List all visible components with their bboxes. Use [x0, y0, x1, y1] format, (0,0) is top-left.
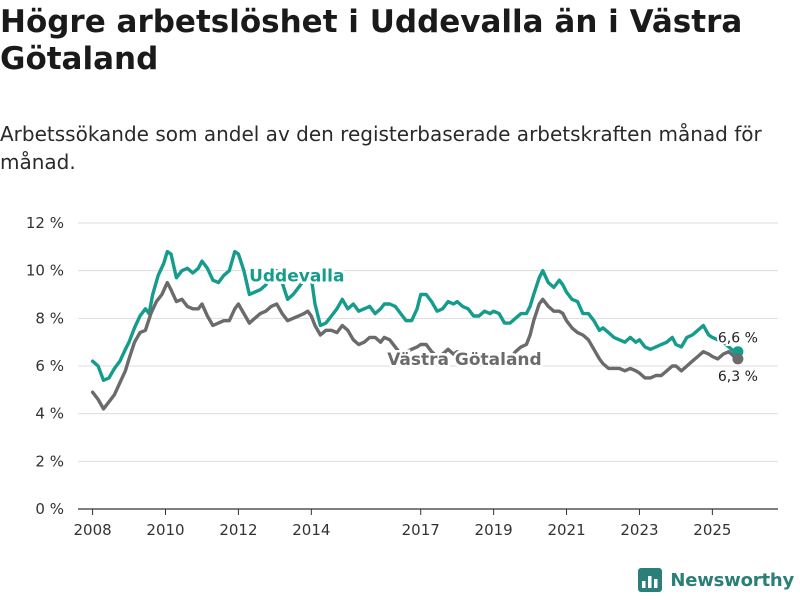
brand-logo[interactable]: Newsworthy — [638, 568, 794, 592]
x-tick-label: 2012 — [219, 521, 257, 539]
series-labels: 6,6 % 6,3 % Uddevalla Västra Götaland — [247, 264, 760, 387]
x-tick-label: 2008 — [73, 521, 111, 539]
uddevalla-line — [90, 249, 740, 382]
vastra-gotaland-line — [90, 280, 740, 411]
uddevalla-end-label: 6,6 % — [718, 331, 758, 347]
x-tick-label: 2023 — [620, 521, 658, 539]
x-tick-label: 2021 — [547, 521, 585, 539]
vastra-gotaland-end-point — [732, 353, 744, 365]
brand-name: Newsworthy — [670, 569, 794, 591]
x-tick-label: 2010 — [146, 521, 184, 539]
y-tick-label: 4 % — [35, 405, 64, 423]
x-tick-label: 2014 — [292, 521, 330, 539]
chart-subtitle: Arbetssökande som andel av den registerb… — [0, 122, 762, 174]
y-tick-label: 6 % — [35, 357, 64, 375]
y-tick-label: 0 % — [35, 500, 64, 518]
y-tick-label: 12 % — [26, 214, 64, 232]
y-tick-label: 8 % — [35, 309, 64, 327]
axes: 0 % 2 % 4 % 6 % 8 % 10 % 12 % 2008 2010 2012 2014 2… — [26, 214, 778, 539]
x-tick-label: 2017 — [402, 521, 440, 539]
chart-title: Högre arbetslöshet i Uddevalla än i Väst… — [0, 4, 743, 77]
y-tick-label: 10 % — [26, 262, 64, 280]
vastra-gotaland-end-label: 6,3 % — [718, 369, 758, 385]
uddevalla-series-label: Uddevalla — [249, 266, 344, 286]
x-tick-label: 2019 — [475, 521, 513, 539]
y-tick-label: 2 % — [35, 452, 64, 470]
x-tick-label: 2025 — [693, 521, 731, 539]
series-lines — [90, 249, 744, 411]
vastra-gotaland-series-label: Västra Götaland — [387, 350, 542, 370]
newsworthy-logo-icon — [638, 568, 663, 592]
